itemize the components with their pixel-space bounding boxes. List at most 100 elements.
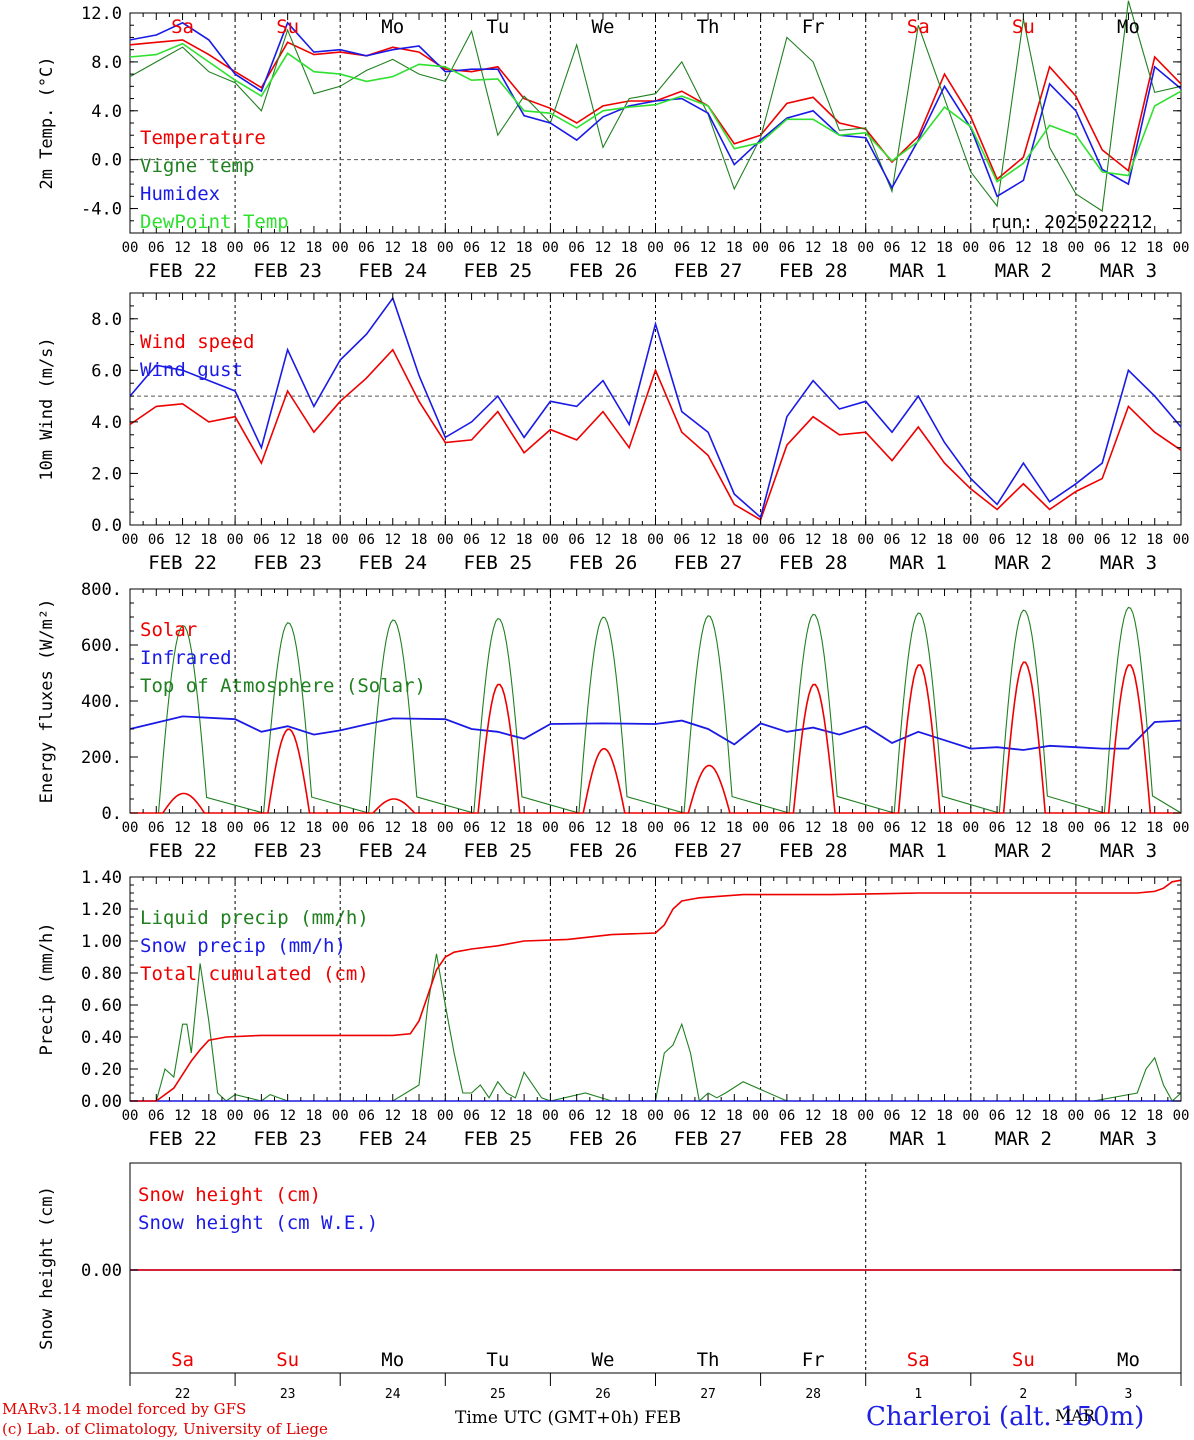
- legend-entry: Wind gust: [140, 359, 243, 381]
- weekday-label: Tu: [486, 1349, 509, 1371]
- y-tick-label: 8.0: [91, 310, 122, 330]
- hour-tick-label: 18: [831, 820, 848, 836]
- hour-tick-label: 06: [463, 1108, 480, 1124]
- hour-tick-label: 12: [279, 532, 296, 548]
- hour-tick-label: 12: [1120, 240, 1137, 256]
- run-label: run: 2025022212: [990, 212, 1153, 233]
- hour-tick-label: 00: [647, 532, 664, 548]
- day-number-label: 23: [280, 1387, 296, 1402]
- date-label: FEB 23: [253, 260, 322, 282]
- series-line: [129, 42, 1182, 183]
- hour-tick-label: 00: [227, 240, 244, 256]
- hour-tick-label: 06: [1094, 240, 1111, 256]
- hour-tick-label: 00: [1173, 240, 1190, 256]
- date-label: FEB 26: [569, 1128, 638, 1150]
- y-tick-label: 0.60: [81, 996, 122, 1016]
- hour-tick-label: 06: [884, 240, 901, 256]
- hour-tick-label: 00: [437, 532, 454, 548]
- hour-tick-label: 18: [1146, 240, 1163, 256]
- date-label: FEB 27: [674, 1128, 743, 1150]
- date-label: FEB 24: [358, 1128, 427, 1150]
- hour-tick-label: 06: [1094, 820, 1111, 836]
- hour-tick-label: 00: [122, 820, 139, 836]
- hour-tick-label: 06: [253, 240, 270, 256]
- legend-entry: Snow precip (mm/h): [140, 935, 346, 957]
- hour-tick-label: 18: [621, 1108, 638, 1124]
- hour-tick-label: 18: [411, 820, 428, 836]
- hour-tick-label: 06: [884, 1108, 901, 1124]
- day-number-label: 25: [490, 1387, 506, 1402]
- hour-tick-label: 06: [1094, 1108, 1111, 1124]
- legend-entry: Humidex: [140, 183, 220, 205]
- hour-tick-label: 00: [437, 1108, 454, 1124]
- day-number-label: 24: [385, 1387, 401, 1402]
- legend-entry: Vigne temp: [140, 155, 254, 177]
- series-line: [129, 348, 1182, 521]
- weekday-label: Su: [1012, 1349, 1035, 1371]
- hour-tick-label: 12: [700, 820, 717, 836]
- hour-tick-label: 12: [805, 820, 822, 836]
- legend-entry: Temperature: [140, 127, 266, 149]
- date-label: FEB 23: [253, 840, 322, 862]
- hour-tick-label: 18: [831, 1108, 848, 1124]
- legend-entry: Top of Atmosphere (Solar): [140, 675, 426, 697]
- hour-tick-label: 00: [752, 532, 769, 548]
- hour-tick-label: 18: [726, 820, 743, 836]
- date-label: FEB 22: [148, 840, 217, 862]
- y-axis-label: Precip (mm/h): [37, 922, 57, 1055]
- weekday-label: Mo: [1117, 1349, 1140, 1371]
- hour-tick-label: 00: [1067, 240, 1084, 256]
- hour-tick-label: 06: [1094, 532, 1111, 548]
- hour-tick-label: 06: [568, 820, 585, 836]
- y-tick-label: 4.0: [91, 413, 122, 433]
- day-number-label: 28: [805, 1387, 821, 1402]
- date-label: FEB 28: [779, 260, 848, 282]
- hour-tick-label: 06: [568, 240, 585, 256]
- hour-tick-label: 00: [857, 820, 874, 836]
- hour-tick-label: 18: [1146, 1108, 1163, 1124]
- hour-tick-label: 18: [831, 532, 848, 548]
- hour-tick-label: 12: [910, 820, 927, 836]
- hour-tick-label: 12: [279, 240, 296, 256]
- hour-tick-label: 00: [332, 820, 349, 836]
- hour-tick-label: 06: [568, 1108, 585, 1124]
- date-label: MAR 3: [1100, 552, 1157, 574]
- hour-tick-label: 12: [384, 240, 401, 256]
- hour-tick-label: 06: [884, 820, 901, 836]
- y-tick-label: 0.00: [81, 1261, 122, 1281]
- hour-tick-label: 06: [673, 820, 690, 836]
- series-line: [130, 879, 1182, 1102]
- hour-tick-label: 00: [332, 240, 349, 256]
- hour-tick-label: 06: [463, 240, 480, 256]
- weekday-label: Th: [697, 1349, 720, 1371]
- hour-tick-label: 18: [516, 1108, 533, 1124]
- hour-tick-label: 12: [595, 1108, 612, 1124]
- hour-tick-label: 00: [857, 240, 874, 256]
- date-label: FEB 26: [569, 840, 638, 862]
- date-label: MAR 2: [995, 260, 1052, 282]
- hour-tick-label: 12: [1120, 820, 1137, 836]
- hour-tick-label: 00: [227, 820, 244, 836]
- day-number-label: 22: [175, 1387, 191, 1402]
- y-tick-label: 0.0: [91, 151, 122, 171]
- date-label: MAR 3: [1100, 840, 1157, 862]
- weekday-label: We: [592, 16, 615, 38]
- y-tick-label: 200.: [81, 748, 122, 768]
- weekday-label: Mo: [381, 16, 404, 38]
- hour-tick-label: 18: [1041, 532, 1058, 548]
- date-label: FEB 22: [148, 1128, 217, 1150]
- series-line: [130, 606, 1182, 814]
- hour-tick-label: 12: [700, 532, 717, 548]
- day-number-label: 3: [1125, 1387, 1133, 1402]
- date-label: FEB 23: [253, 552, 322, 574]
- hour-tick-label: 06: [358, 1108, 375, 1124]
- hour-tick-label: 06: [358, 240, 375, 256]
- weekday-label: Su: [1012, 16, 1035, 38]
- hour-tick-label: 18: [936, 240, 953, 256]
- hour-tick-label: 00: [542, 532, 559, 548]
- y-tick-label: 0.00: [81, 1092, 122, 1112]
- hour-tick-label: 06: [989, 532, 1006, 548]
- hour-tick-label: 06: [778, 820, 795, 836]
- hour-tick-label: 06: [989, 820, 1006, 836]
- hour-tick-label: 18: [411, 532, 428, 548]
